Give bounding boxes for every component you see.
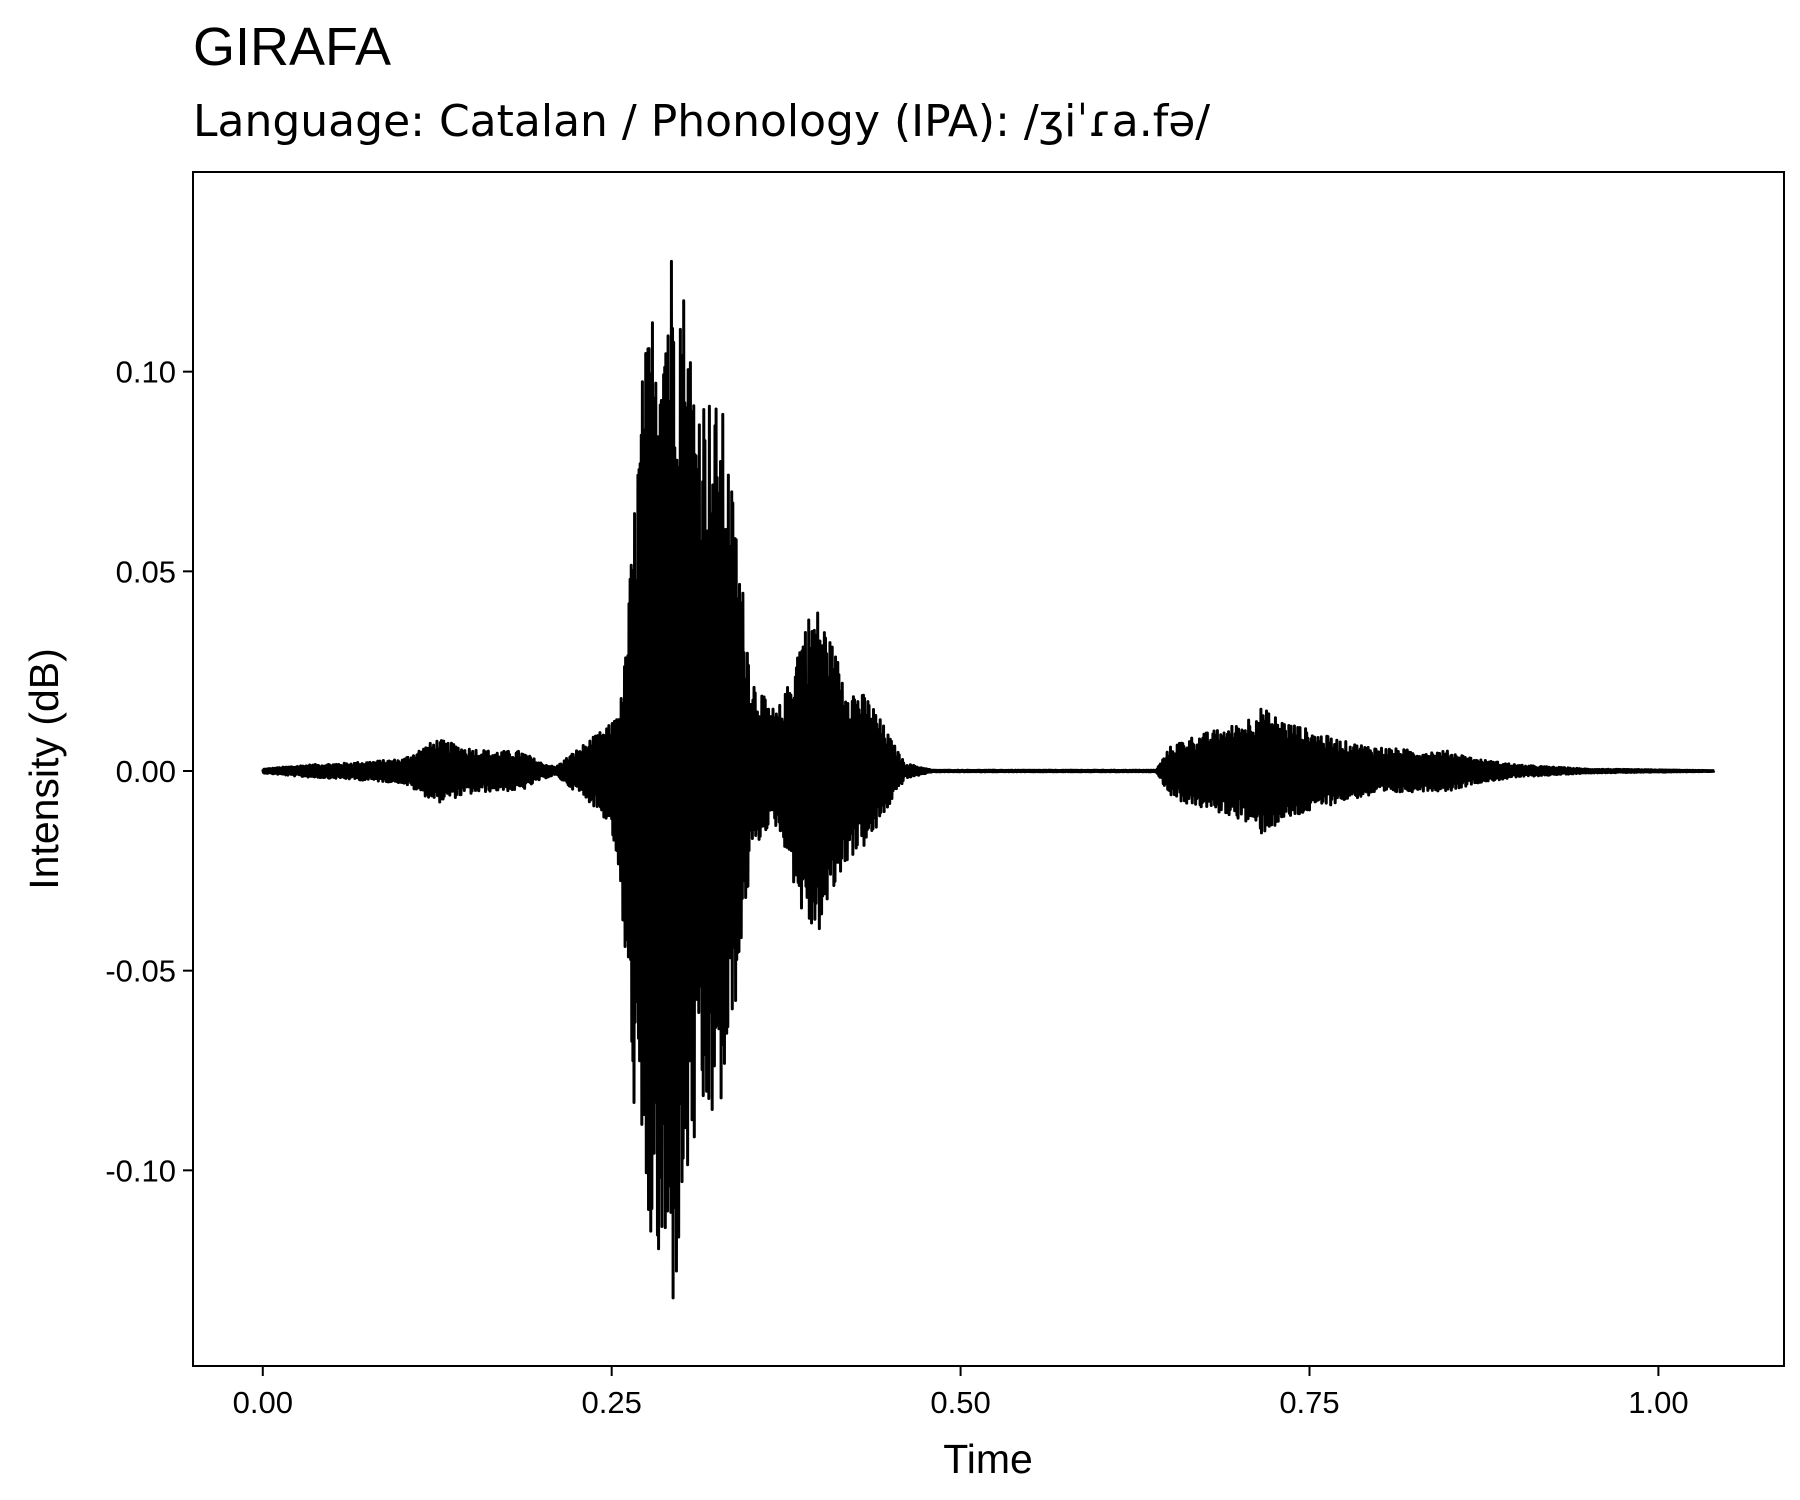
- x-axis: 0.00 0.25 0.50 0.75 1.00: [233, 1366, 1689, 1420]
- waveform-line: [261, 259, 1716, 1300]
- y-axis-label: Intensity (dB): [21, 648, 67, 890]
- x-tick-label: 0.75: [1279, 1385, 1339, 1420]
- chart-subtitle: Language: Catalan / Phonology (IPA): /ʒi…: [193, 96, 1211, 147]
- y-tick-label: -0.05: [105, 954, 176, 989]
- x-tick-label: 1.00: [1628, 1385, 1688, 1420]
- y-tick-label: -0.10: [105, 1153, 176, 1188]
- y-tick-label: 0.05: [116, 554, 176, 589]
- chart-title: GIRAFA: [193, 17, 392, 77]
- x-tick-label: 0.00: [233, 1385, 293, 1420]
- x-axis-label: Time: [943, 1436, 1033, 1482]
- y-tick-label: 0.00: [116, 754, 176, 789]
- plot-panel-border: [192, 171, 1785, 1367]
- y-axis: 0.10 0.05 0.00 -0.05 -0.10: [105, 355, 193, 1188]
- waveform-series: [261, 259, 1716, 1300]
- y-tick-label: 0.10: [116, 355, 176, 390]
- x-tick-label: 0.25: [582, 1385, 642, 1420]
- x-tick-label: 0.50: [930, 1385, 990, 1420]
